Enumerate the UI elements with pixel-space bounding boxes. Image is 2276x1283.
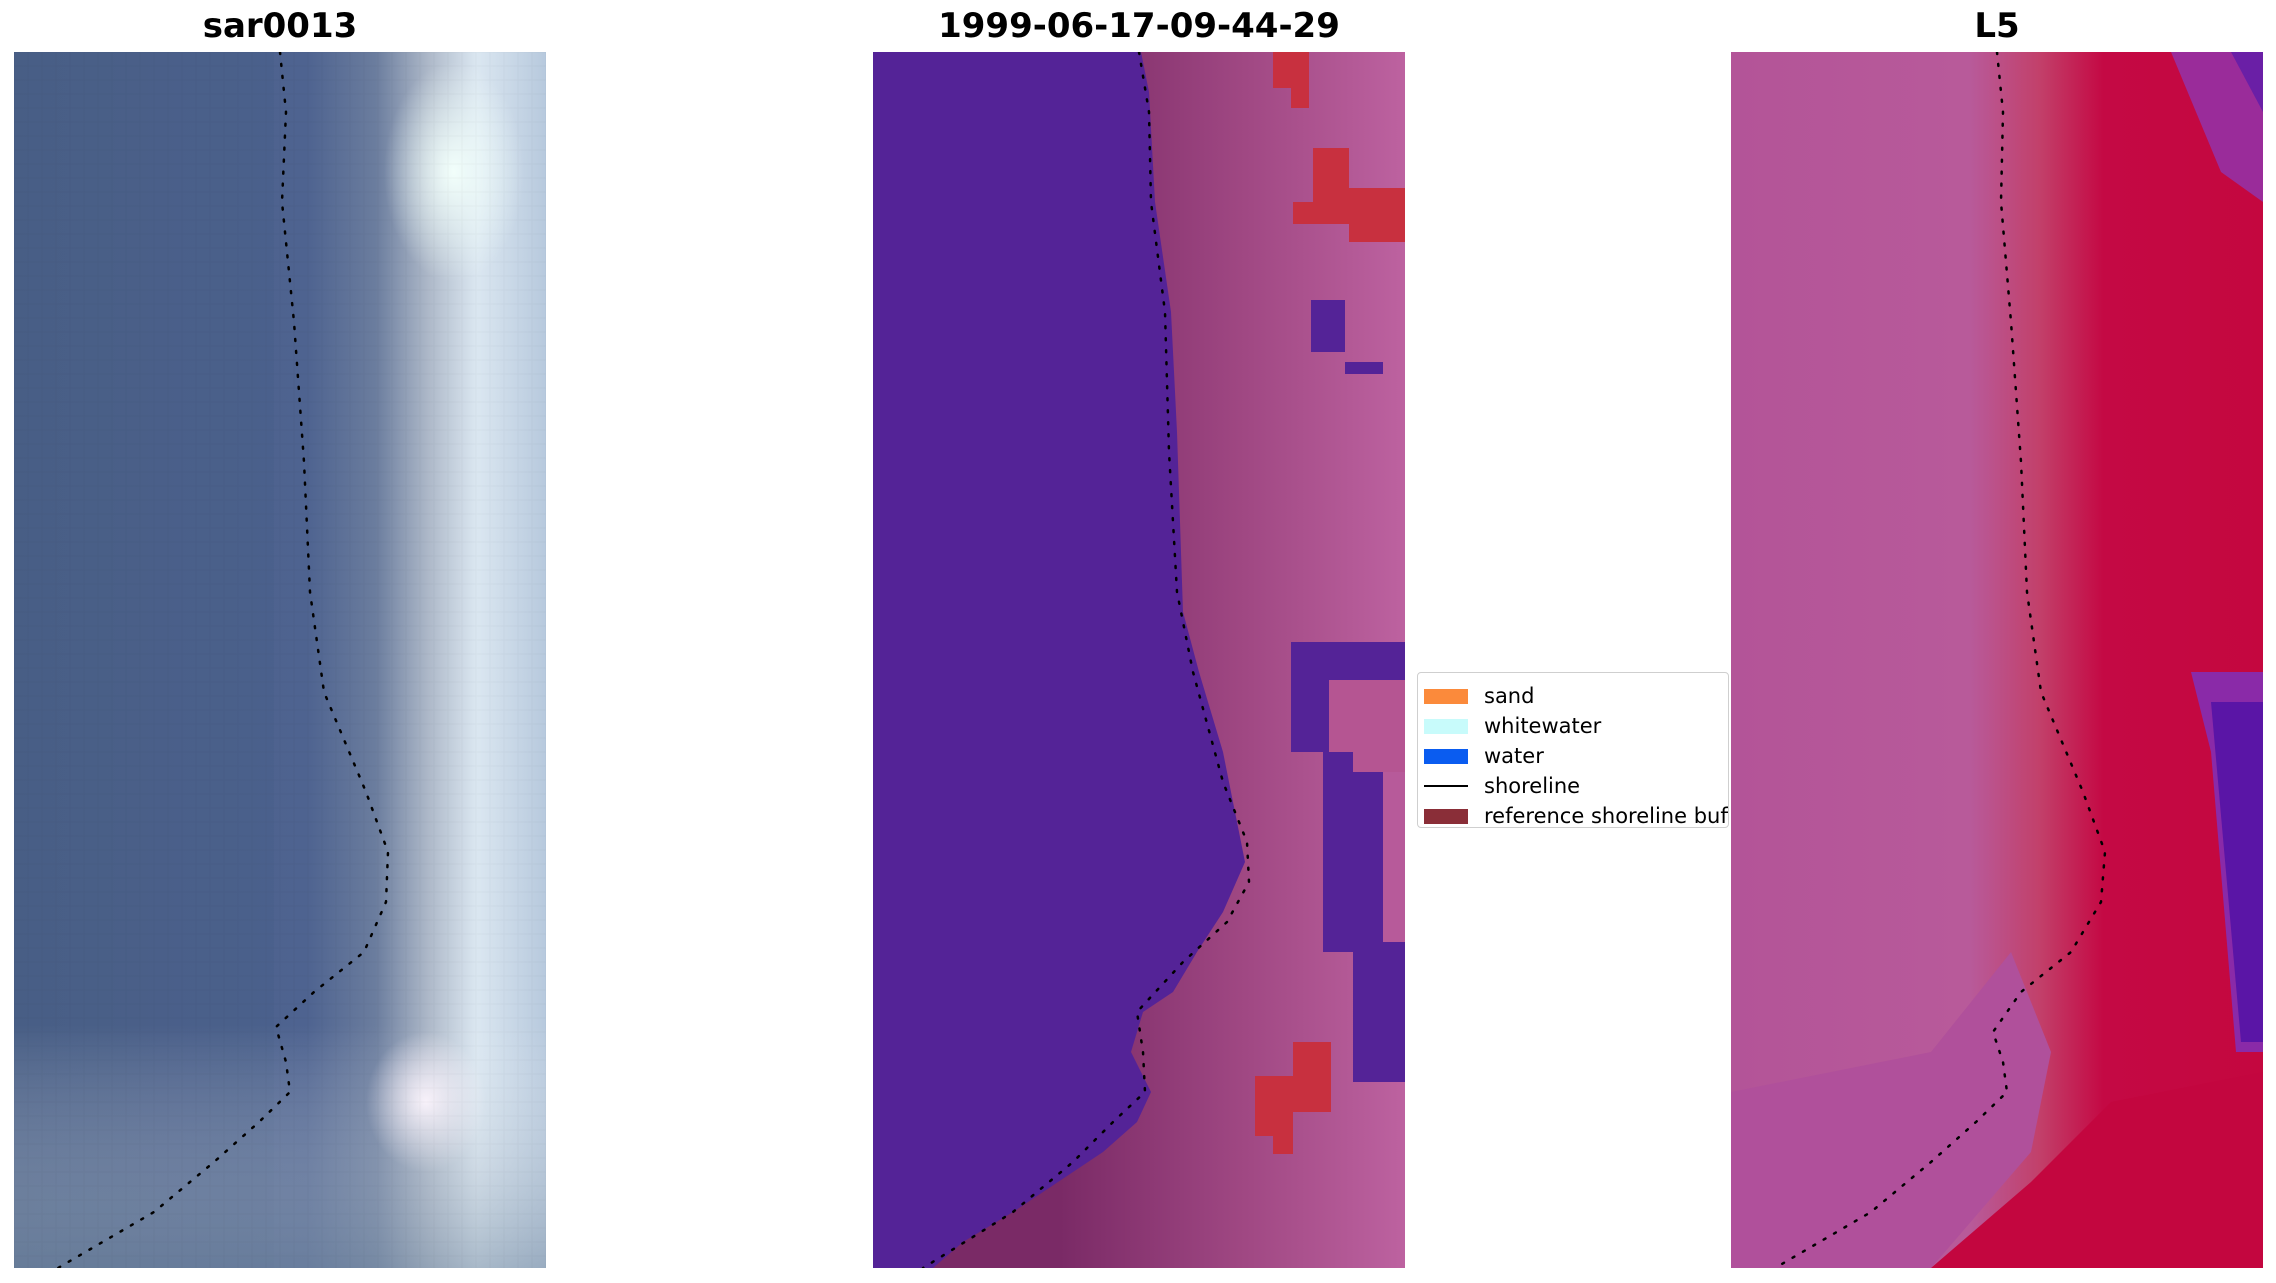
legend-line-swatch (1424, 785, 1468, 787)
classified-image-panel (873, 52, 1405, 1268)
shoreline-dots-classified (921, 52, 1251, 1268)
index-image-panel (1731, 52, 2263, 1268)
panel-title-classified: 1999-06-17-09-44-29 (938, 6, 1340, 46)
shoreline-dots-index (1773, 52, 2107, 1268)
rgb-image (14, 52, 546, 1268)
legend-color-swatch (1424, 718, 1468, 734)
legend-color-swatch (1424, 808, 1468, 824)
index-image (1731, 52, 2263, 1268)
legend-item: whitewater (1418, 711, 1601, 741)
legend-label: water (1484, 744, 1544, 768)
legend-label: whitewater (1484, 714, 1602, 738)
rgb-image-panel (14, 52, 546, 1268)
legend-label: sand (1484, 684, 1535, 708)
legend-item: shoreline (1418, 771, 1580, 801)
panel-title-index: L5 (1974, 6, 2020, 46)
panel-title-rgb: sar0013 (202, 6, 358, 46)
legend-item: reference shoreline buff (1418, 801, 1729, 828)
legend-label: reference shoreline buff (1484, 804, 1729, 828)
classified-image (873, 52, 1405, 1268)
shoreline-dots-rgb (56, 52, 390, 1268)
legend-item: water (1418, 741, 1544, 771)
legend-color-swatch (1424, 688, 1468, 704)
legend-item: sand (1418, 681, 1534, 711)
legend-label: shoreline (1484, 774, 1581, 798)
legend-color-swatch (1424, 748, 1468, 764)
legend: sand whitewater water shoreline reference sh… (1417, 672, 1729, 828)
